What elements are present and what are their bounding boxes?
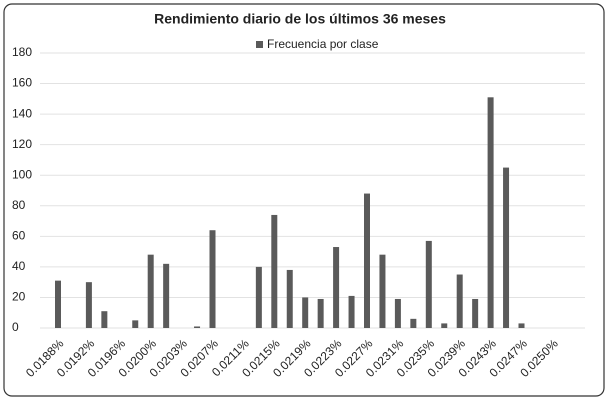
bar xyxy=(209,230,216,328)
legend-label: Frecuencia por clase xyxy=(267,37,379,51)
chart-title: Rendimiento diario de los últimos 36 mes… xyxy=(154,11,446,27)
legend-swatch xyxy=(256,41,263,48)
y-tick-label: 180 xyxy=(12,45,32,59)
bar xyxy=(271,214,278,328)
bar xyxy=(456,274,463,328)
bar xyxy=(286,269,293,328)
bar xyxy=(255,266,262,328)
bar xyxy=(441,323,448,328)
bar xyxy=(317,298,324,328)
y-tick-label: 60 xyxy=(12,229,26,243)
bar xyxy=(194,326,201,328)
y-tick-label: 120 xyxy=(12,137,32,151)
y-tick-label: 40 xyxy=(12,259,26,273)
y-tick-label: 80 xyxy=(12,198,26,212)
y-tick-label: 100 xyxy=(12,167,32,181)
bar xyxy=(379,254,386,328)
bar xyxy=(348,295,355,328)
bar xyxy=(410,318,417,328)
bar xyxy=(518,323,525,328)
bar xyxy=(163,263,170,328)
bar xyxy=(503,167,510,328)
bar xyxy=(147,254,154,328)
y-tick-label: 20 xyxy=(12,290,26,304)
y-tick-label: 0 xyxy=(12,320,19,334)
bar xyxy=(487,97,494,328)
bar xyxy=(132,320,139,328)
bar xyxy=(101,311,108,328)
bar xyxy=(472,298,479,328)
bar xyxy=(302,297,309,328)
y-tick-label: 160 xyxy=(12,76,32,90)
y-tick-label: 140 xyxy=(12,106,32,120)
bar xyxy=(394,298,401,328)
bar xyxy=(333,247,340,328)
bar xyxy=(364,193,370,328)
bar xyxy=(55,280,61,328)
bar xyxy=(425,240,432,328)
chart-frame xyxy=(3,3,605,397)
bar xyxy=(85,282,92,328)
